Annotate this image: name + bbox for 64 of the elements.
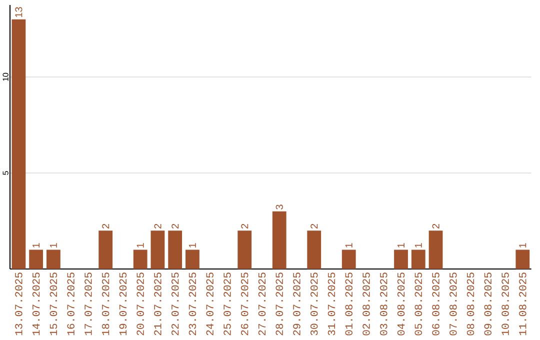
- x-tick-label: 23.07.2025: [188, 272, 196, 336]
- bar: [428, 230, 443, 269]
- bar: [29, 250, 44, 269]
- x-tick-label: 10.08.2025: [502, 272, 509, 336]
- x-tick-label: 16.07.2025: [67, 272, 74, 336]
- data-label: 1: [189, 243, 196, 248]
- x-tick-label: 08.08.2025: [466, 272, 474, 336]
- data-label: 2: [172, 224, 179, 228]
- x-tick-label: 30.07.2025: [310, 272, 318, 336]
- data-label: 1: [398, 243, 404, 248]
- x-tick-label: 01.08.2025: [345, 272, 352, 336]
- y-tick-label: 5: [2, 171, 8, 175]
- data-label: 1: [519, 243, 526, 248]
- x-tick-label: 09.08.2025: [484, 272, 492, 336]
- x-tick-label: 25.07.2025: [224, 272, 231, 336]
- x-tick-label: 29.07.2025: [293, 272, 300, 336]
- bar: [272, 211, 286, 269]
- data-label: 1: [414, 243, 422, 248]
- x-tick-label: 27.07.2025: [258, 272, 266, 336]
- x-tick-label: 04.08.2025: [397, 272, 405, 336]
- x-tick-label: 19.07.2025: [119, 272, 127, 336]
- bar: [186, 250, 200, 269]
- x-tick-label: 31.07.2025: [328, 272, 336, 336]
- data-label: 2: [241, 224, 248, 228]
- bar: [307, 230, 322, 269]
- x-tick-label: 11.08.2025: [519, 272, 526, 336]
- x-tick-label: 07.08.2025: [450, 272, 457, 336]
- bar: [12, 19, 26, 269]
- bar: [133, 250, 148, 269]
- x-tick-label: 22.07.2025: [171, 272, 179, 336]
- x-tick-label: 21.07.2025: [154, 272, 162, 336]
- data-label: 1: [136, 243, 144, 248]
- data-label: 2: [432, 224, 440, 228]
- x-tick-label: 15.07.2025: [50, 272, 58, 336]
- bar: [168, 230, 182, 269]
- x-tick-label: 06.08.2025: [432, 272, 440, 336]
- x-tick-label: 26.07.2025: [240, 272, 248, 336]
- x-tick-label: 02.08.2025: [362, 272, 370, 336]
- data-label: 1: [345, 243, 352, 248]
- bar: [46, 250, 60, 269]
- x-tick-label: 24.07.2025: [206, 272, 214, 336]
- x-tick-label: 05.08.2025: [414, 272, 422, 336]
- x-tick-label: 03.08.2025: [380, 272, 388, 336]
- x-tick-label: 17.07.2025: [84, 272, 92, 336]
- data-label: 1: [50, 243, 57, 248]
- bar: [394, 250, 408, 269]
- x-tick-label: 18.07.2025: [102, 272, 110, 336]
- data-label: 2: [102, 224, 110, 228]
- data-label: 3: [276, 204, 283, 210]
- data-label: 1: [32, 243, 40, 248]
- x-tick-label: 28.07.2025: [276, 272, 283, 336]
- bar: [342, 250, 356, 269]
- x-tick-label: 13.07.2025: [15, 272, 22, 336]
- bar: [150, 230, 165, 269]
- bar: [411, 250, 426, 269]
- x-tick-label: 14.07.2025: [32, 272, 40, 336]
- x-tick-label: 20.07.2025: [136, 272, 144, 336]
- data-label: 13: [15, 7, 22, 18]
- bar: [238, 230, 252, 269]
- bar: [98, 230, 113, 269]
- bar: [516, 250, 530, 269]
- y-tick-label: 10: [2, 72, 8, 81]
- data-label: 2: [154, 224, 162, 228]
- data-label: 2: [310, 224, 318, 228]
